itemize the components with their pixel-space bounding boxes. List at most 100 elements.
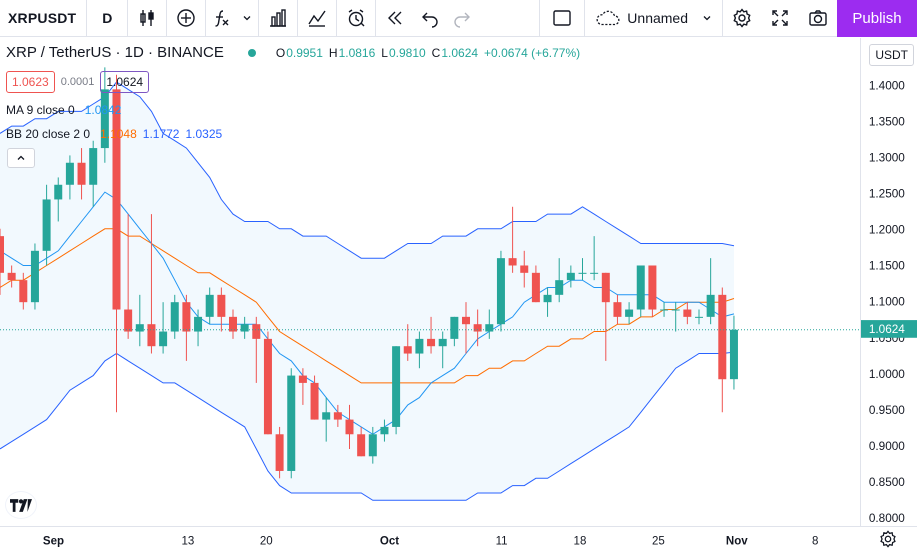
candle-body <box>566 272 575 281</box>
candle <box>368 426 377 464</box>
low-value: 0.9810 <box>388 45 426 60</box>
candle <box>380 419 389 442</box>
axis-settings-icon[interactable] <box>879 530 897 548</box>
tradingview-logo-icon[interactable] <box>6 492 36 518</box>
candle <box>427 316 436 354</box>
bb-legend[interactable]: BB 20 close 2 0 1.1048 1.1772 1.0325 <box>6 127 222 141</box>
candle-body <box>462 316 470 325</box>
candle <box>473 309 482 347</box>
candle <box>194 309 203 347</box>
close-value: 1.0624 <box>441 45 479 60</box>
change-value: +0.0674 (+6.77%) <box>484 45 581 60</box>
chart-type-icon[interactable] <box>298 0 336 37</box>
ma-line <box>0 191 735 435</box>
ma-value: 1.0842 <box>84 103 122 117</box>
toolbar-divider <box>86 0 88 37</box>
candle <box>322 397 331 442</box>
candle <box>54 177 63 222</box>
candle-body <box>625 309 634 317</box>
top-toolbar: XRPUSDT D Unnamed <box>0 0 917 37</box>
time-axis[interactable]: Sep 13 20 Oct 11 18 25 Nov 8 <box>0 526 917 552</box>
legend-collapse-button[interactable] <box>7 148 35 168</box>
candle-body <box>0 236 4 273</box>
price-tick-label: 0.9500 <box>869 404 905 417</box>
candle-body <box>30 250 39 303</box>
sell-price-button[interactable]: 1.0623 <box>6 71 55 93</box>
ma-label: MA 9 close 0 <box>6 103 75 117</box>
chart-title: XRP / TetherUS · 1D · BINANCE <box>6 44 224 61</box>
symbol-search-button[interactable]: XRPUSDT <box>8 10 77 26</box>
candle-body <box>194 316 203 332</box>
candle <box>706 258 715 325</box>
ma-legend[interactable]: MA 9 close 0 1.0842 <box>6 103 121 117</box>
chevron-up-icon <box>17 155 25 160</box>
price-axis[interactable]: 1.45001.40001.35001.30001.25001.20001.15… <box>860 38 917 526</box>
candle <box>275 426 284 479</box>
alert-icon[interactable] <box>337 0 375 37</box>
fullscreen-icon[interactable] <box>761 0 799 37</box>
bb-lower-line <box>0 351 735 501</box>
replay-icon[interactable] <box>376 0 414 37</box>
bb-fill <box>0 82 734 501</box>
candle <box>590 236 599 281</box>
candle-body <box>671 309 680 311</box>
candle-body <box>403 346 412 354</box>
templates-icon[interactable] <box>259 0 297 37</box>
price-tick-label: 1.2000 <box>869 224 905 237</box>
candle-body <box>729 329 738 380</box>
candle-body <box>217 294 226 317</box>
layout-icon[interactable] <box>540 0 584 37</box>
candle <box>30 243 39 310</box>
candle <box>287 368 296 479</box>
candle-body <box>229 316 237 332</box>
candle <box>217 287 226 332</box>
price-tick-label: 1.2500 <box>869 188 905 201</box>
undo-icon[interactable] <box>414 0 446 37</box>
candle <box>403 324 412 361</box>
candle <box>601 272 610 361</box>
settings-icon[interactable] <box>723 0 761 37</box>
candle-body <box>345 419 354 435</box>
last-price-label: 1.0624 <box>869 323 905 336</box>
candle-body <box>508 258 517 266</box>
publish-button[interactable]: Publish <box>837 0 917 37</box>
candle-body <box>473 324 482 332</box>
bb-label: BB 20 close 2 0 <box>6 127 91 141</box>
candle <box>520 250 529 288</box>
price-chart[interactable] <box>0 38 860 526</box>
chevron-down-icon <box>703 16 711 21</box>
candle <box>415 331 424 369</box>
candle <box>636 265 645 317</box>
add-compare-icon[interactable] <box>167 0 205 37</box>
price-tick-label: 1.3500 <box>869 116 905 129</box>
candle-body <box>648 265 657 310</box>
candle <box>252 316 261 383</box>
interval-button[interactable]: D <box>102 10 113 26</box>
candle-body <box>42 199 51 251</box>
open-value: 0.9951 <box>286 45 323 60</box>
candle-body <box>718 294 727 380</box>
candle <box>357 426 366 457</box>
candle-body <box>287 375 296 471</box>
candle-body <box>124 309 133 332</box>
candle <box>89 140 98 207</box>
candle-body <box>19 280 28 303</box>
candle <box>555 258 564 303</box>
currency-button[interactable]: USDT <box>869 44 914 66</box>
close-label: C <box>431 45 441 60</box>
candle <box>298 368 307 405</box>
candle-body <box>415 338 424 354</box>
layout-name-button[interactable]: Unnamed <box>585 0 722 37</box>
camera-icon[interactable] <box>799 0 837 37</box>
buy-price-button[interactable]: 1.0624 <box>100 71 150 93</box>
candle-body <box>380 426 389 435</box>
last-price-badge <box>861 320 917 338</box>
layout-name-label: Unnamed <box>627 10 688 26</box>
candles-icon[interactable] <box>128 0 166 37</box>
candle <box>182 294 191 361</box>
indicators-icon[interactable] <box>206 0 236 37</box>
candle <box>124 214 133 339</box>
price-tick-label: 1.1000 <box>869 296 905 309</box>
indicators-dropdown-icon[interactable] <box>236 0 258 37</box>
candle-body <box>205 294 214 317</box>
